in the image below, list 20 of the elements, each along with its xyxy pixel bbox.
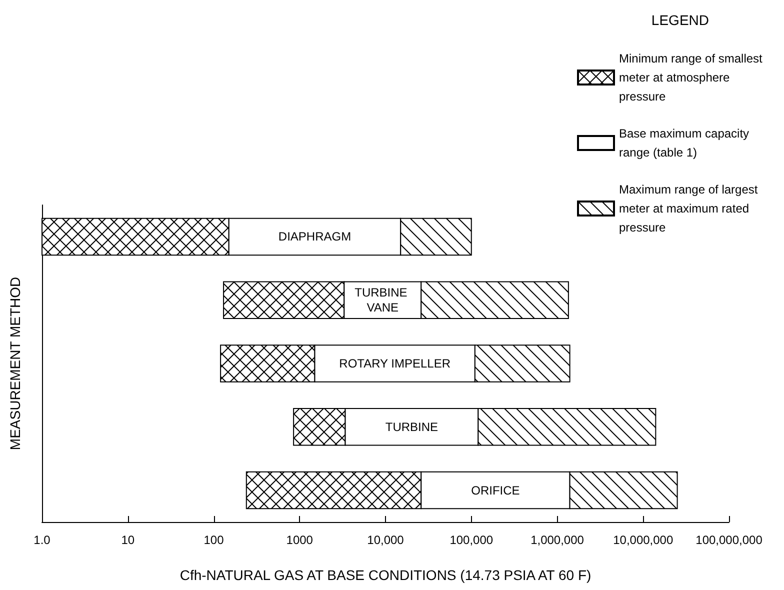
legend-label: Minimum range of smallest meter at atmosphere pressure (619, 52, 766, 104)
x-tick-label: 1000 (286, 533, 314, 547)
x-tick-label: 100 (204, 533, 224, 547)
x-tick-label: 100,000,000 (696, 533, 763, 547)
x-tick-label: 1.0 (34, 533, 51, 547)
x-tick-label: 10,000 (367, 533, 404, 547)
legend-title: LEGEND (651, 12, 710, 28)
x-tick-label: 10 (121, 533, 135, 547)
y-axis-title: MEASUREMENT METHOD (7, 276, 23, 450)
y-tick-label: ROTARY IMPELLER (339, 356, 451, 370)
legend-label: Maximum range of largest meter at maximum rated pressure (619, 182, 762, 234)
x-tick-label: 10,000,000 (613, 533, 674, 547)
x-tick-label: 100,000 (450, 533, 494, 547)
y-tick-label: DIAPHRAGM (278, 230, 352, 244)
legend-label: Base maximum capacity range (table 1) (619, 126, 752, 160)
x-axis-title: Cfh-NATURAL GAS AT BASE CONDITIONS (14.73 PSIA AT 60 F) (180, 567, 592, 583)
y-tick-label: TURBINE (385, 420, 438, 434)
x-tick-label: 1,000,000 (530, 533, 584, 547)
y-tick-label: ORIFICE (471, 483, 520, 498)
y-tick-label: TURBINE VANE (354, 286, 411, 315)
